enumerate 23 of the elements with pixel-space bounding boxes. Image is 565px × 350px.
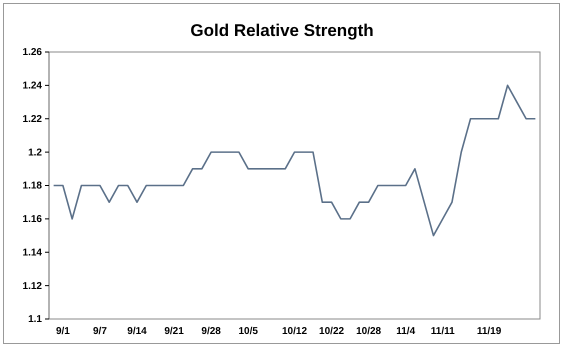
y-tick-label: 1.12 xyxy=(22,280,42,292)
x-tick-label: 9/7 xyxy=(93,326,108,338)
line-series xyxy=(52,84,536,236)
y-tick-label: 1.24 xyxy=(22,80,42,92)
x-tick-label: 9/1 xyxy=(56,326,70,338)
x-tick-label: 9/28 xyxy=(201,326,222,338)
x-tick-label: 11/19 xyxy=(476,326,502,338)
y-tick-label: 1.1 xyxy=(28,314,42,326)
y-tick-label: 1.18 xyxy=(22,180,42,192)
chart-title: Gold Relative Strength xyxy=(190,21,374,40)
x-tick-label: 10/22 xyxy=(319,326,345,338)
x-tick-label: 10/28 xyxy=(356,326,382,338)
x-tick-label: 11/11 xyxy=(430,326,456,338)
x-tick-label: 11/4 xyxy=(396,326,416,338)
y-tick-label: 1.2 xyxy=(28,147,42,158)
x-tick-label: 9/21 xyxy=(164,326,184,338)
x-tick-label: 10/12 xyxy=(282,326,308,338)
x-tick-label: 10/5 xyxy=(238,326,258,338)
y-tick-label: 1.14 xyxy=(22,247,42,258)
y-tick-label: 1.22 xyxy=(22,114,42,125)
y-tick-label: 1.16 xyxy=(22,214,42,226)
y-tick-label: 1.26 xyxy=(22,47,42,58)
x-tick-label: 9/14 xyxy=(127,326,148,338)
